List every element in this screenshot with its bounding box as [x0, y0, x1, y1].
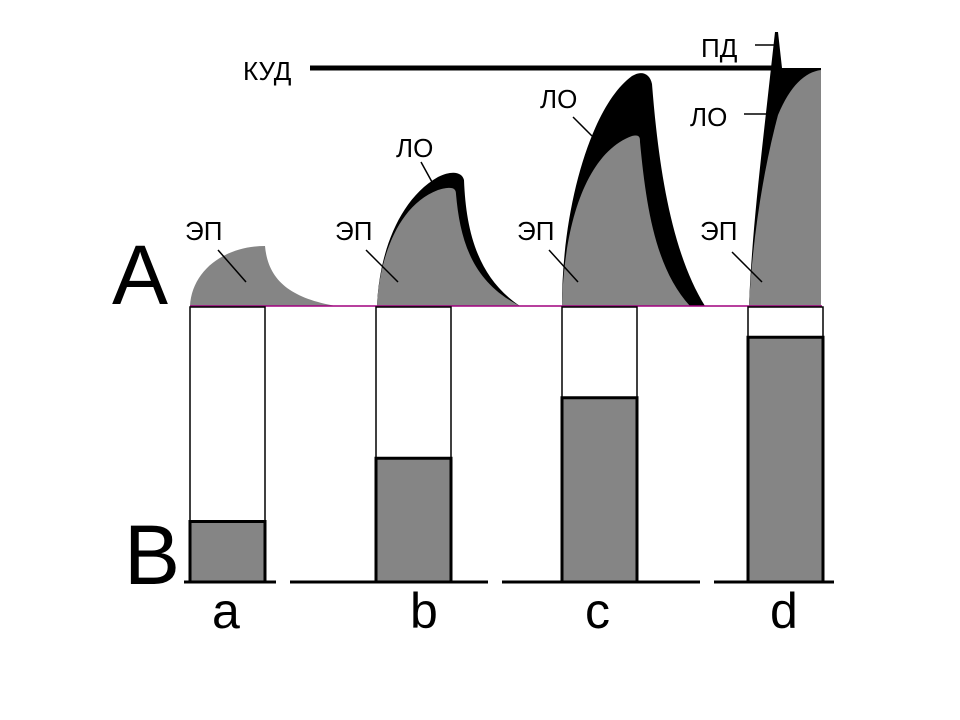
lo-label-d: ЛО	[690, 102, 727, 132]
potential-c: ЛО ЭП	[517, 73, 705, 306]
pd-label-d: ПД	[701, 33, 738, 63]
panel-b: В	[124, 306, 834, 602]
panel-b-label: В	[124, 508, 180, 602]
potential-d: ПД ЛО ЭП	[690, 32, 821, 306]
bar-fill-a	[188, 520, 267, 584]
ep-label-d: ЭП	[700, 216, 737, 246]
case-labels: a b c d	[212, 583, 798, 639]
ep-pointer-b	[365, 249, 399, 283]
bars-group	[188, 306, 825, 584]
case-label-a: a	[212, 583, 240, 639]
bar-fill-c	[560, 396, 639, 584]
ep-pointer-a	[217, 249, 247, 283]
ep-wave-a	[190, 246, 336, 306]
potential-b: ЛО ЭП	[335, 133, 520, 306]
case-label-b: b	[410, 583, 438, 639]
ep-pointer-d	[731, 251, 763, 283]
bar-fill-b	[374, 456, 453, 584]
ep-label-b: ЭП	[335, 216, 372, 246]
lo-pointer-c	[572, 116, 593, 137]
lo-label-b: ЛО	[396, 133, 433, 163]
ep-wave-c	[562, 135, 690, 306]
ep-label-c: ЭП	[517, 216, 554, 246]
lo-label-c: ЛО	[540, 84, 577, 114]
ep-wave-d	[749, 70, 821, 306]
case-label-d: d	[770, 583, 798, 639]
ep-pointer-c	[548, 249, 579, 283]
potential-a: ЭП	[185, 216, 336, 306]
ep-wave-b	[377, 187, 520, 306]
case-label-c: c	[585, 583, 610, 639]
panel-a-label: А	[112, 228, 168, 322]
panel-a: КУД ЭП ЛО ЭП ЛО ЭП	[112, 32, 822, 322]
threshold-label: КУД	[243, 56, 292, 86]
bar-fill-d	[746, 335, 825, 584]
lo-pointer-b	[420, 161, 433, 183]
ep-label-a: ЭП	[185, 216, 222, 246]
